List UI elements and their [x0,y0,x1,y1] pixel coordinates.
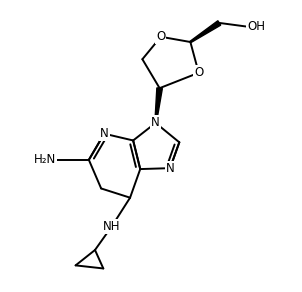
Polygon shape [190,21,221,43]
Text: N: N [151,117,160,129]
Polygon shape [155,88,162,123]
Text: O: O [194,66,203,79]
Text: NH: NH [103,220,120,233]
Text: O: O [156,30,165,43]
Text: H₂N: H₂N [34,153,56,166]
Text: OH: OH [247,20,265,33]
Text: N: N [100,127,109,140]
Text: N: N [166,162,175,175]
